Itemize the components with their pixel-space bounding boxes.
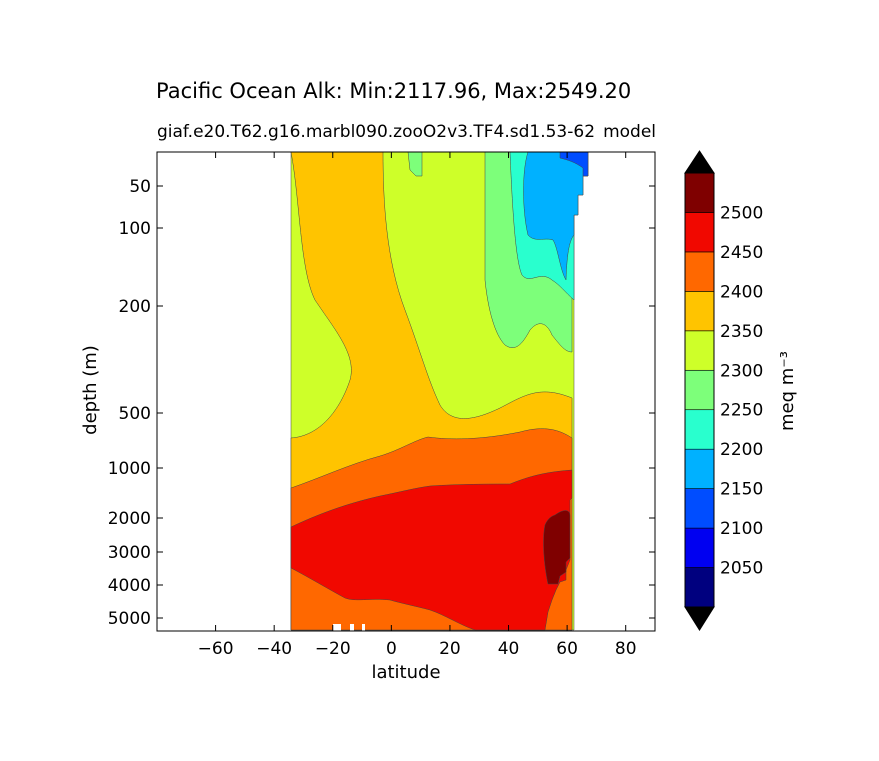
colorbar-label: meq m⁻³ [777, 351, 798, 431]
colorbar-segment [684, 527, 715, 568]
x-tick-label: −40 [256, 639, 292, 659]
x-tick-label: 20 [439, 639, 461, 659]
colorbar-segment [684, 567, 715, 608]
chart-subtitle-right: model [603, 122, 656, 142]
y-tick-label: 3000 [108, 543, 151, 563]
colorbar-tick-label: 2250 [720, 401, 763, 421]
x-axis: −60 −40 −20 0 20 40 60 80 [198, 152, 637, 659]
contour-region-2150-2200 [523, 152, 589, 281]
y-tick-label: 5000 [108, 609, 151, 629]
colorbar-segment [684, 291, 715, 332]
y-tick-label: 500 [119, 404, 151, 424]
y-tick-label: 4000 [108, 576, 151, 596]
colorbar-tick-label: 2400 [720, 282, 763, 302]
y-tick-label: 200 [119, 297, 151, 317]
x-axis-label: latitude [371, 662, 440, 683]
y-tick-label: 100 [119, 219, 151, 239]
y-tick-label: 1000 [108, 459, 151, 479]
colorbar-segment [684, 212, 715, 253]
plot-frame [156, 151, 656, 632]
x-tick-label: 80 [615, 639, 637, 659]
colorbar-segment [684, 409, 715, 450]
land-mask [333, 624, 341, 631]
colorbar-tick-label: 2150 [720, 480, 763, 500]
chart-title: Pacific Ocean Alk: Min:2117.96, Max:2549… [156, 79, 631, 103]
land-mask [350, 624, 354, 631]
colorbar-segment [684, 448, 715, 489]
colorbar-segment [684, 330, 715, 371]
colorbar-tick-label: 2300 [720, 361, 763, 381]
contour-region-2500-2550 [543, 510, 571, 585]
colorbar-frame [684, 172, 715, 608]
colorbar-segment [684, 251, 715, 292]
colorbar-tick-label: 2450 [720, 243, 763, 263]
colorbar-segment [684, 172, 715, 213]
y-axis-label: depth (m) [80, 345, 101, 435]
colorbar-tick-label: 2350 [720, 322, 763, 342]
colorbar-tick-label: 2200 [720, 440, 763, 460]
y-tick-label: 2000 [108, 509, 151, 529]
x-tick-label: −60 [198, 639, 234, 659]
colorbar-segment [684, 369, 715, 411]
chart-subtitle-left: giaf.e20.T62.g16.marbl090.zooO2v3.TF4.sd… [157, 122, 595, 142]
x-tick-label: 40 [498, 639, 520, 659]
y-axis: 50 100 200 500 1000 2000 3000 4000 5000 [108, 177, 655, 629]
colorbar-tick-label: 2500 [720, 203, 763, 223]
colorbar-extend-max [684, 150, 715, 174]
x-tick-label: 0 [386, 639, 397, 659]
colorbar-tick-label: 2100 [720, 519, 763, 539]
colorbar-segment [684, 488, 715, 529]
land-mask [362, 624, 365, 631]
colorbar-tick-label: 2050 [720, 559, 763, 579]
y-tick-label: 50 [129, 177, 151, 197]
colorbar: 2050 2100 2150 2200 2250 2300 2350 2400 2450 2500 [684, 150, 763, 631]
x-tick-label: 60 [556, 639, 578, 659]
contour-fill-layer [290, 152, 589, 631]
colorbar-extend-min [684, 606, 715, 631]
x-tick-label: −20 [315, 639, 351, 659]
